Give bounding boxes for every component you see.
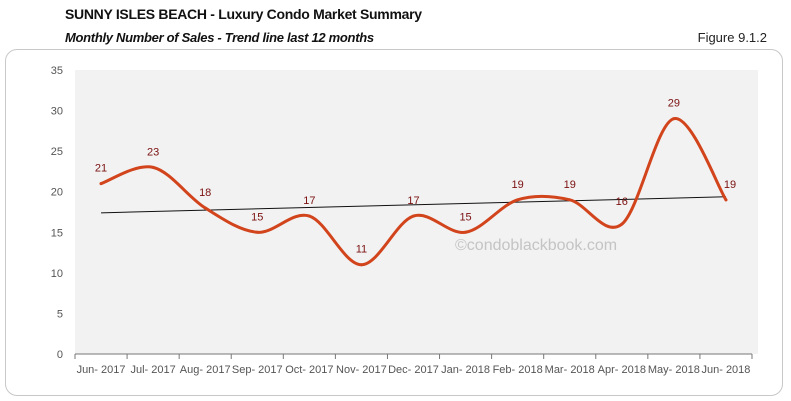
data-point <box>620 222 624 226</box>
y-tick-label: 5 <box>57 308 63 320</box>
x-tick-label: Jan- 2018 <box>441 364 490 376</box>
chart-frame <box>5 49 783 396</box>
data-label: 15 <box>251 211 263 223</box>
data-point <box>724 198 728 202</box>
x-tick-label: Oct- 2017 <box>285 364 333 376</box>
x-tick-label: Mar- 2018 <box>545 364 595 376</box>
chart-title: SUNNY ISLES BEACH - Luxury Condo Market … <box>65 6 422 22</box>
y-tick-label: 10 <box>51 268 63 280</box>
data-label: 19 <box>724 179 736 191</box>
sales-line <box>99 117 728 267</box>
x-tick-label: Aug- 2017 <box>180 364 231 376</box>
x-tick-label: Jun- 2017 <box>77 364 126 376</box>
data-label: 11 <box>356 244 367 256</box>
data-label: 19 <box>512 179 524 191</box>
data-label: 17 <box>303 195 315 207</box>
watermark: ©condoblackbook.com <box>455 237 617 254</box>
y-tick-label: 35 <box>51 65 63 77</box>
data-point <box>516 198 520 202</box>
data-label: 21 <box>95 163 107 175</box>
data-point <box>99 182 103 186</box>
x-tick-label: Nov- 2017 <box>336 364 387 376</box>
y-tick-label: 15 <box>51 227 63 239</box>
figure-number: Figure 9.1.2 <box>697 30 767 45</box>
data-point <box>307 214 311 218</box>
y-tick-label: 30 <box>51 106 63 118</box>
data-point <box>412 214 415 218</box>
x-tick-label: Dec- 2017 <box>388 364 439 376</box>
y-tick-label: 20 <box>51 187 63 199</box>
data-label: 18 <box>199 187 211 199</box>
data-point <box>464 230 468 234</box>
data-point <box>672 117 676 121</box>
plot-area <box>75 70 758 354</box>
chart-subtitle: Monthly Number of Sales - Trend line las… <box>65 30 374 45</box>
data-point <box>568 198 572 202</box>
data-label: 15 <box>459 211 471 223</box>
data-label: 19 <box>564 179 576 191</box>
data-point <box>255 230 259 234</box>
data-point <box>203 206 207 210</box>
data-label: 16 <box>616 196 628 208</box>
trend-line <box>101 196 726 214</box>
data-point <box>151 165 155 169</box>
data-label: 23 <box>147 146 159 158</box>
y-tick-label: 25 <box>51 146 63 158</box>
y-tick-label: 0 <box>57 349 63 361</box>
x-tick-label: May- 2018 <box>648 364 700 376</box>
data-label: 17 <box>407 195 419 207</box>
x-tick-label: Sep- 2017 <box>232 364 283 376</box>
x-tick-label: Feb- 2018 <box>493 364 543 376</box>
x-tick-label: Jun- 2018 <box>701 364 750 376</box>
data-label: 29 <box>668 98 680 110</box>
x-tick-label: Apr- 2018 <box>598 364 646 376</box>
data-point <box>359 263 363 267</box>
x-tick-label: Jul- 2017 <box>130 364 175 376</box>
